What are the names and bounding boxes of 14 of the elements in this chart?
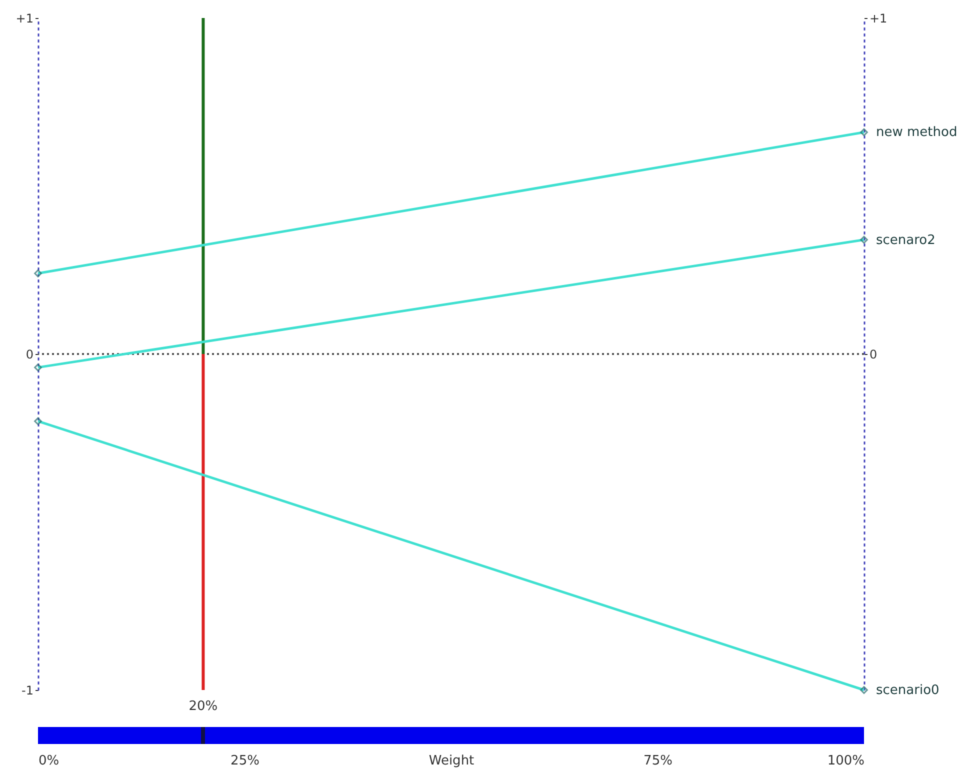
ref-line-label: 20% [188,699,218,714]
y-tick-label: +1 [16,12,34,26]
series-label: scenario0 [876,683,940,698]
y2-tick-label: +1 [870,12,888,26]
y-tick-label: -1 [22,684,34,698]
x-axis-title: Weight [428,754,474,768]
y-tick-label: 0 [26,348,34,362]
x-tick-label: 75% [644,754,672,768]
series-label: scenaro2 [876,232,936,248]
x-tick-label: 0% [38,754,60,768]
series-label: new method [876,125,958,140]
x-tick-label: 100% [827,754,864,768]
y2-tick-label: 0 [870,348,878,362]
x-tick-label: 25% [230,754,260,768]
